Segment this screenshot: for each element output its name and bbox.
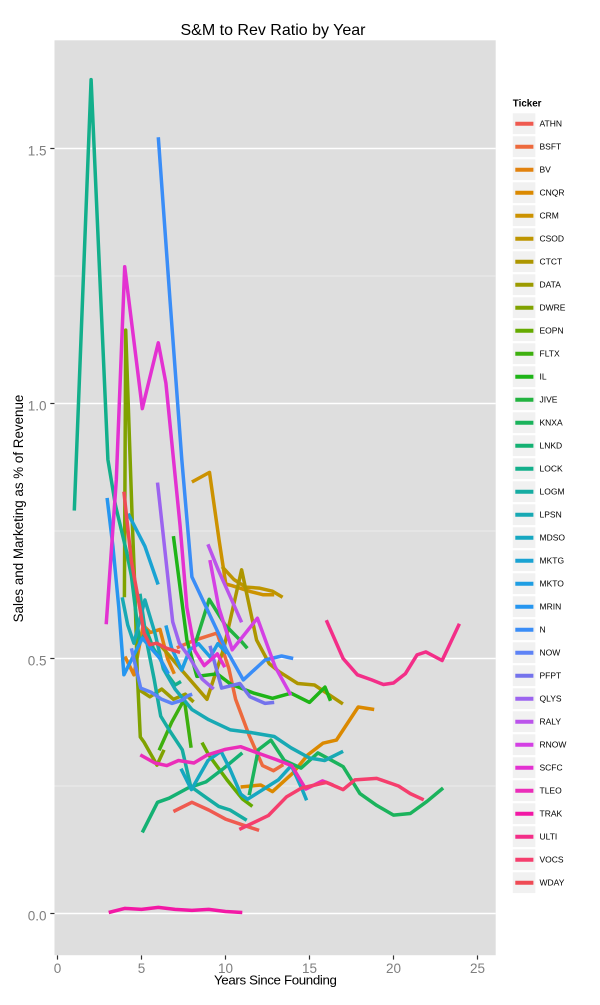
svg-text:DWRE: DWRE <box>540 303 566 313</box>
svg-text:Sales and Marketing as % of Re: Sales and Marketing as % of Revenue <box>11 395 26 623</box>
svg-text:Ticker: Ticker <box>513 98 542 109</box>
svg-text:0.5: 0.5 <box>28 654 47 669</box>
svg-text:20: 20 <box>386 961 401 976</box>
svg-text:CNQR: CNQR <box>540 188 565 198</box>
svg-text:5: 5 <box>138 961 146 976</box>
svg-text:0: 0 <box>54 961 62 976</box>
svg-text:BV: BV <box>540 165 552 175</box>
svg-text:CRM: CRM <box>540 211 559 221</box>
svg-text:LOCK: LOCK <box>540 464 563 474</box>
svg-text:LOGM: LOGM <box>540 487 565 497</box>
svg-text:MRIN: MRIN <box>540 602 562 612</box>
svg-text:TLEO: TLEO <box>540 786 563 796</box>
svg-text:NOW: NOW <box>540 648 561 658</box>
svg-text:1.0: 1.0 <box>28 399 47 414</box>
svg-text:FLTX: FLTX <box>540 349 560 359</box>
svg-text:10: 10 <box>218 961 233 976</box>
svg-text:ULTI: ULTI <box>540 832 558 842</box>
svg-text:0.0: 0.0 <box>28 909 47 924</box>
svg-text:MDSO: MDSO <box>540 533 566 543</box>
svg-text:MKTG: MKTG <box>540 556 565 566</box>
svg-text:IL: IL <box>540 372 547 382</box>
svg-text:S&M to Rev Ratio by Year: S&M to Rev Ratio by Year <box>181 22 367 39</box>
svg-text:QLYS: QLYS <box>540 694 562 704</box>
svg-text:EOPN: EOPN <box>540 326 564 336</box>
svg-text:RNOW: RNOW <box>540 740 567 750</box>
svg-text:LNKD: LNKD <box>540 441 563 451</box>
svg-text:CTCT: CTCT <box>540 257 563 267</box>
svg-text:BSFT: BSFT <box>540 142 562 152</box>
svg-text:ATHN: ATHN <box>540 119 563 129</box>
svg-text:WDAY: WDAY <box>540 878 565 888</box>
svg-text:N: N <box>540 625 546 635</box>
svg-text:PFPT: PFPT <box>540 671 562 681</box>
svg-text:JIVE: JIVE <box>540 395 558 405</box>
svg-text:LPSN: LPSN <box>540 510 562 520</box>
svg-text:25: 25 <box>470 961 485 976</box>
svg-text:Years Since Founding: Years Since Founding <box>214 972 337 987</box>
svg-text:KNXA: KNXA <box>540 418 563 428</box>
svg-text:SCFC: SCFC <box>540 763 563 773</box>
svg-text:MKTO: MKTO <box>540 579 565 589</box>
svg-text:TRAK: TRAK <box>540 809 563 819</box>
svg-text:CSOD: CSOD <box>540 234 565 244</box>
svg-text:RALY: RALY <box>540 717 562 727</box>
svg-text:VOCS: VOCS <box>540 855 564 865</box>
svg-text:DATA: DATA <box>540 280 562 290</box>
svg-text:1.5: 1.5 <box>28 144 47 159</box>
svg-text:15: 15 <box>302 961 317 976</box>
